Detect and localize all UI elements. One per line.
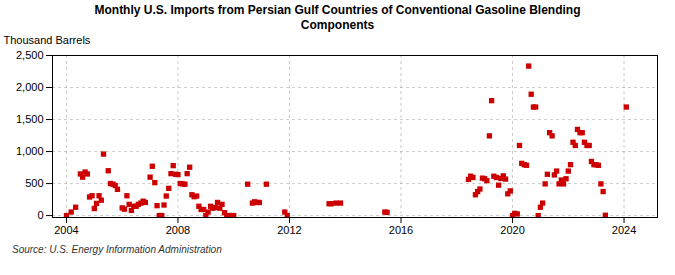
- svg-text:2004: 2004: [54, 224, 78, 236]
- svg-text:2012: 2012: [277, 224, 301, 236]
- svg-text:2024: 2024: [612, 224, 636, 236]
- svg-text:1,500: 1,500: [16, 113, 44, 125]
- svg-text:Thousand Barrels: Thousand Barrels: [4, 34, 91, 46]
- svg-text:0: 0: [37, 209, 43, 221]
- svg-text:2020: 2020: [500, 224, 524, 236]
- svg-text:2016: 2016: [389, 224, 413, 236]
- html-text:Monthly U.S. Imports from Pers: Monthly U.S. Imports from Persian Gulf C…: [94, 3, 581, 32]
- svg-text:2008: 2008: [166, 224, 190, 236]
- svg-text:2,000: 2,000: [16, 81, 44, 93]
- html-text:Source: U.S. Energy Informatio: Source: U.S. Energy Information Administ…: [12, 244, 222, 255]
- svg-text:1,000: 1,000: [16, 145, 44, 157]
- svg-text:500: 500: [25, 177, 43, 189]
- svg-text:2,500: 2,500: [16, 49, 44, 61]
